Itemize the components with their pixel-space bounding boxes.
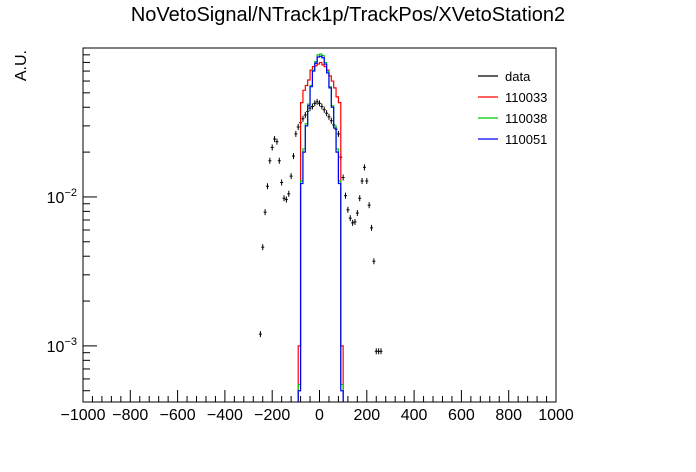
data-point xyxy=(277,157,281,164)
data-point xyxy=(310,103,314,110)
data-point xyxy=(370,224,374,231)
data-point xyxy=(325,110,329,117)
data-point xyxy=(336,130,340,137)
data-point xyxy=(291,153,295,160)
data-point xyxy=(329,117,333,124)
data-point xyxy=(358,195,362,202)
data-point xyxy=(315,98,319,105)
x-tick-label: 600 xyxy=(448,407,475,424)
x-tick-label: −1000 xyxy=(61,407,106,424)
data-point xyxy=(284,196,288,203)
y-tick-base: 10 xyxy=(47,339,65,356)
series-layer xyxy=(258,53,383,402)
data-point xyxy=(353,218,357,225)
y-axis-title: A.U. xyxy=(13,50,30,81)
data-point xyxy=(313,100,317,107)
data-point xyxy=(275,138,279,145)
data-point xyxy=(303,111,307,118)
data-point xyxy=(320,103,324,110)
data-point xyxy=(318,100,321,107)
x-tick-label: 0 xyxy=(315,407,324,424)
data-point xyxy=(344,192,348,199)
y-tick-base: 10 xyxy=(47,190,65,207)
x-tick-label: 400 xyxy=(401,407,428,424)
axis-layer: −1000 −800 −600 −400 −200 0 200 400 600 800 1000 10… xyxy=(47,54,574,424)
x-tick-label: 800 xyxy=(495,407,522,424)
x-tick-label: 1000 xyxy=(538,407,574,424)
data-point xyxy=(327,113,331,120)
data-point xyxy=(287,190,291,197)
data-point xyxy=(270,144,274,151)
legend-label-110051: 110051 xyxy=(505,132,547,147)
data-point xyxy=(263,209,267,216)
data-point xyxy=(258,331,262,338)
data-point xyxy=(360,177,364,184)
data-point xyxy=(351,219,355,226)
data-point xyxy=(367,202,371,209)
data-point xyxy=(355,210,359,217)
legend: data 110033 110038 110051 xyxy=(478,69,547,147)
data-point xyxy=(261,244,265,251)
chart-title: NoVetoSignal/NTrack1p/TrackPos/XVetoStat… xyxy=(130,4,566,26)
data-point xyxy=(362,164,366,171)
x-tick-label: −600 xyxy=(160,407,196,424)
x-tick-label: 200 xyxy=(353,407,380,424)
data-point xyxy=(280,179,284,186)
data-point xyxy=(365,177,369,184)
data-point xyxy=(265,183,269,190)
x-tick-label: −800 xyxy=(112,407,148,424)
data-point xyxy=(301,115,305,122)
data-point xyxy=(294,130,298,137)
series-110051-line xyxy=(297,55,344,402)
series-110033-line xyxy=(297,61,344,402)
data-point xyxy=(296,123,300,130)
data-point xyxy=(322,106,326,113)
data-point xyxy=(289,173,293,180)
data-point xyxy=(379,348,383,355)
y-tick-exponent: −3 xyxy=(64,336,77,348)
data-point xyxy=(348,215,352,222)
data-point xyxy=(341,174,345,181)
legend-label-110033: 110033 xyxy=(505,90,547,105)
legend-label-data: data xyxy=(505,69,531,84)
data-point xyxy=(346,206,350,213)
data-point xyxy=(273,135,277,142)
data-point xyxy=(372,258,376,265)
data-point xyxy=(282,195,286,202)
x-tick-label: −400 xyxy=(207,407,243,424)
y-tick-exponent: −2 xyxy=(64,187,77,199)
y-tick-label: 10−3 xyxy=(47,336,77,356)
legend-label-110038: 110038 xyxy=(505,111,547,126)
x-tick-label: −200 xyxy=(254,407,290,424)
data-point xyxy=(268,157,272,164)
y-tick-label: 10−2 xyxy=(47,187,77,207)
